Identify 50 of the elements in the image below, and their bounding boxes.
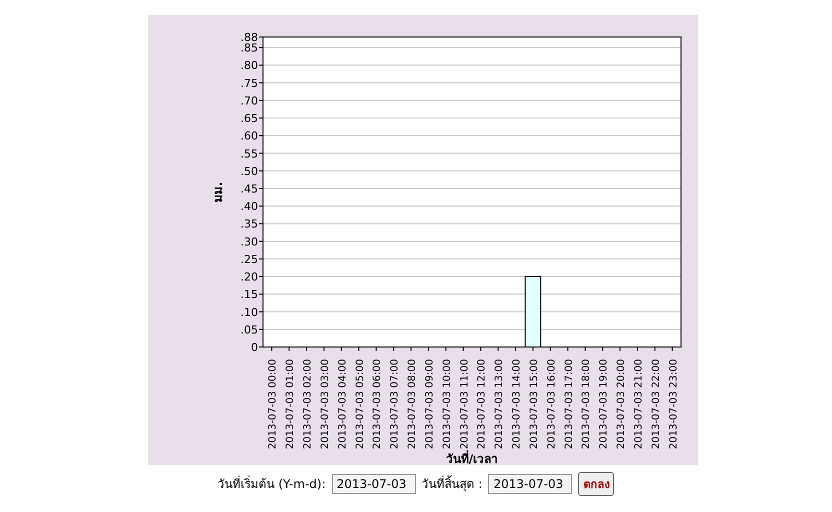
y-tick-label: .75 [240,76,258,90]
x-tick-label: 2013-07-03 08:00 [407,359,418,450]
y-tick-label: .65 [240,112,258,126]
x-tick-label: 2013-07-03 17:00 [564,359,575,450]
y-tick-label: .80 [240,59,258,72]
y-tick-label: .25 [240,252,258,266]
y-tick-label: .20 [240,270,258,284]
x-tick-label: 2013-07-03 11:00 [459,359,470,450]
y-tick-label: .40 [240,200,258,214]
x-tick-label: 2013-07-03 10:00 [442,359,453,450]
x-tick-label: 2013-07-03 02:00 [302,359,314,450]
x-tick-label: 2013-07-03 07:00 [390,359,401,450]
x-tick-label: 2013-07-03 21:00 [633,359,644,450]
y-tick-label: .05 [240,323,258,336]
y-tick-label: .88 [240,31,258,44]
x-tick-label: 2013-07-03 03:00 [320,359,331,450]
x-tick-label: 2013-07-03 00:00 [268,359,279,450]
x-axis-title: วันที่/เวลา [446,450,498,466]
y-axis-title: มม. [211,182,225,202]
y-tick-label: .10 [240,306,258,319]
text: วันที่เริ่มต้น (Y-m-d): [218,477,326,491]
x-tick-label: 2013-07-03 01:00 [285,359,296,450]
x-tick-label: 2013-07-03 20:00 [616,359,628,450]
y-tick-label: .15 [240,288,258,302]
y-tick-label: .45 [240,182,258,196]
x-tick-label: 2013-07-03 09:00 [424,359,436,450]
text: 2013-07-03 [332,474,416,494]
y-tick-label: .55 [240,147,258,160]
y-tick-label: .50 [240,164,258,178]
x-tick-label: 2013-07-03 12:00 [476,359,488,450]
x-tick-label: 2013-07-03 22:00 [650,359,662,450]
x-tick-label: 2013-07-03 18:00 [581,359,592,450]
y-tick-label: .35 [240,218,258,231]
x-tick-label: 2013-07-03 06:00 [372,359,384,450]
x-tick-label: 2013-07-03 15:00 [528,359,540,450]
x-tick-label: 2013-07-03 16:00 [546,359,558,450]
y-tick-label: 0 [251,341,258,354]
x-tick-label: 2013-07-03 23:00 [668,359,680,450]
y-tick-label: .60 [240,130,258,143]
y-tick-label: .70 [240,94,258,108]
text: วันที่สิ้นสุด : [422,477,482,491]
x-tick-label: 2013-07-03 14:00 [512,359,523,450]
text: ตกลง [578,472,614,496]
x-tick-label: 2013-07-03 04:00 [337,359,348,450]
x-tick-label: 2013-07-03 19:00 [598,359,610,450]
y-tick-label: .30 [240,235,258,248]
text: 2013-07-03 [488,474,572,494]
x-tick-label: 2013-07-03 05:00 [354,359,366,450]
x-tick-label: 2013-07-03 13:00 [494,359,506,450]
y-tick-label: .85 [240,42,258,55]
